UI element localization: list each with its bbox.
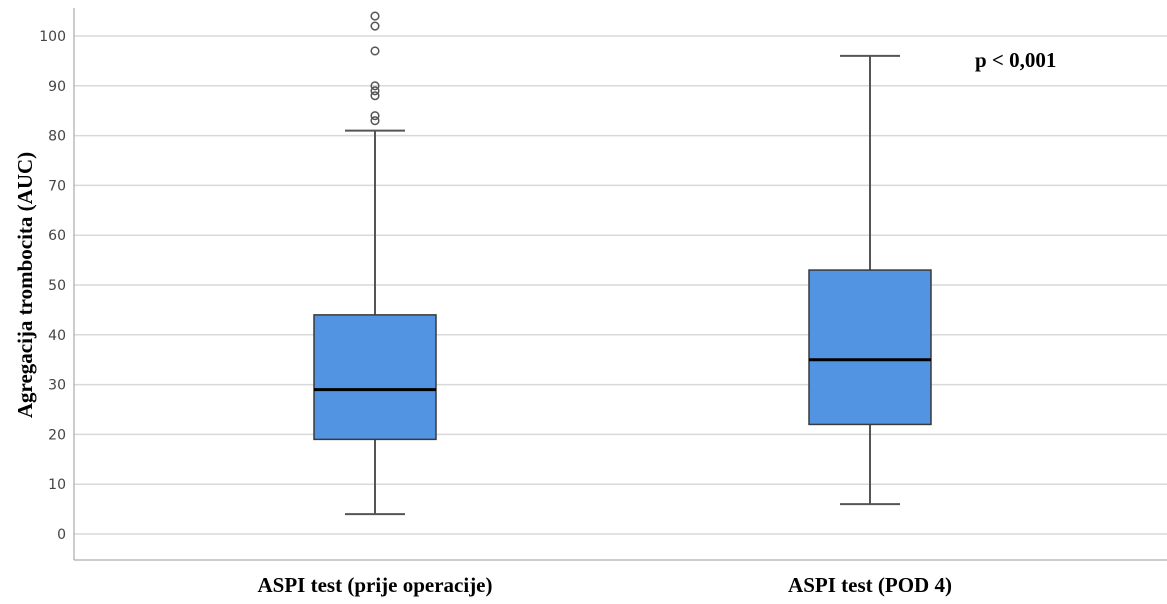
grid-lines bbox=[74, 35, 1167, 535]
y-tick-label: 20 bbox=[48, 427, 66, 443]
outlier-point bbox=[370, 111, 380, 121]
outlier-point bbox=[370, 116, 380, 126]
y-tick-label: 100 bbox=[39, 29, 66, 45]
y-tick-label: 80 bbox=[48, 129, 66, 145]
category-labels: ASPI test (prije operacije) ASPI test (PO… bbox=[258, 573, 952, 597]
iqr-box bbox=[313, 314, 437, 441]
category-label: ASPI test (POD 4) bbox=[788, 573, 952, 597]
y-tick-label: 10 bbox=[48, 477, 66, 493]
y-axis-label: Agregacija trombocita (AUC) bbox=[13, 152, 37, 418]
y-tick-label: 60 bbox=[48, 228, 66, 244]
y-tick-label: 40 bbox=[48, 328, 66, 344]
y-tick-label: 90 bbox=[48, 79, 66, 95]
p-value-annotation: p < 0,001 bbox=[975, 48, 1056, 72]
outlier-point bbox=[370, 81, 380, 91]
y-tick-label: 70 bbox=[48, 178, 66, 194]
category-label: ASPI test (prije operacije) bbox=[258, 573, 493, 597]
y-tick-label: 30 bbox=[48, 378, 66, 394]
axes bbox=[73, 8, 1167, 561]
box-group bbox=[808, 54, 932, 506]
outlier-point bbox=[370, 11, 380, 21]
outlier-point bbox=[370, 91, 380, 101]
outlier-point bbox=[370, 86, 380, 96]
outlier-point bbox=[370, 46, 380, 56]
boxes bbox=[313, 11, 932, 516]
y-tick-label: 0 bbox=[57, 527, 66, 543]
box-group bbox=[313, 11, 437, 516]
y-tick-labels: 0 10 20 30 40 50 60 70 80 90 100 bbox=[39, 29, 66, 543]
iqr-box bbox=[808, 269, 932, 426]
y-tick-label: 50 bbox=[48, 278, 66, 294]
outlier-point bbox=[370, 21, 380, 31]
